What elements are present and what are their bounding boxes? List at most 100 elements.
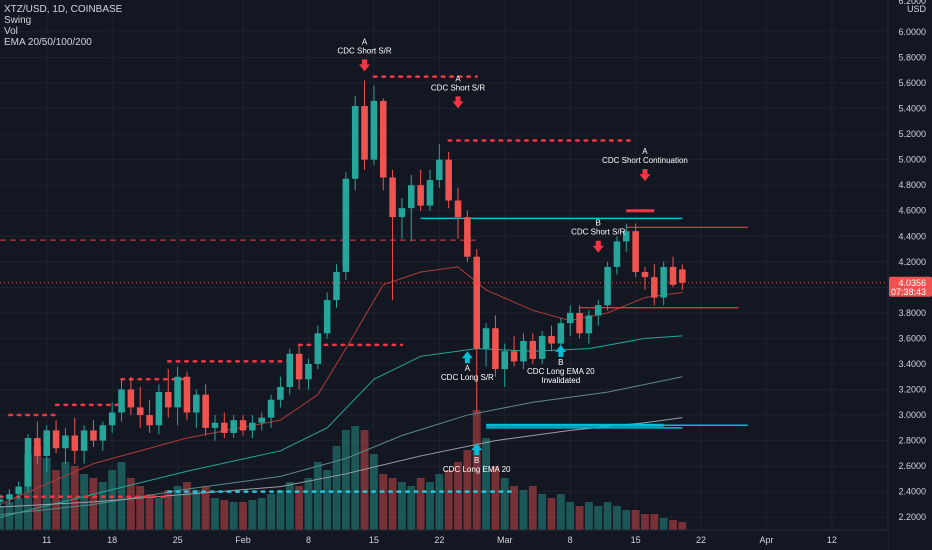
time-tick-6: 22 (434, 535, 444, 545)
price-tick-1: 2.4000 (898, 487, 926, 497)
indicator-ema[interactable]: EMA 20/50/100/200 (4, 37, 92, 48)
candle-body-9 (80, 430, 88, 451)
volume-bar-0 (0, 506, 4, 530)
candle-body-7 (62, 435, 69, 449)
candle-body-6 (52, 430, 60, 449)
candle-body-49 (454, 200, 462, 218)
legend: XTZ/USD, 1D, COINBASE Swing Vol EMA 20/5… (4, 4, 122, 48)
candle-body-40 (370, 100, 378, 160)
volume-bar-15 (136, 486, 145, 530)
candle-body-72 (669, 266, 677, 285)
candle-body-44 (408, 185, 415, 209)
candles (0, 80, 686, 508)
candle-body-21 (193, 394, 200, 413)
candle-body-46 (426, 180, 434, 206)
candle-body-29 (267, 399, 275, 418)
volume-bar-69 (641, 514, 649, 530)
volume-bar-71 (659, 518, 668, 530)
candle-body-37 (342, 178, 350, 273)
volume-bar-8 (70, 466, 79, 530)
volume-bar-31 (285, 482, 294, 530)
ema-line-3 (0, 376, 683, 516)
indicator-swing[interactable]: Swing (4, 15, 32, 26)
volume-bar-57 (528, 486, 537, 530)
candle-body-3 (24, 438, 32, 487)
volume-bar-16 (145, 494, 154, 530)
price-tick-top: 6.2000 (898, 0, 926, 6)
price-tick-2: 2.6000 (898, 461, 926, 471)
candle-body-50 (464, 217, 471, 257)
candle-body-36 (333, 272, 340, 301)
annotation-0-label-1: CDC Short S/R (337, 46, 391, 55)
candle-body-57 (529, 340, 537, 359)
volume-bar-53 (491, 466, 500, 530)
candle-body-2 (15, 486, 22, 495)
volume-bar-35 (323, 470, 332, 530)
candle-body-70 (651, 277, 658, 298)
candle-body-54 (501, 351, 509, 370)
volume-bar-2 (14, 498, 23, 530)
volume-bar-19 (173, 486, 182, 530)
price-tick-10: 4.2000 (898, 257, 926, 267)
price-tick-15: 5.2000 (898, 129, 926, 139)
last-price-value: 4.0356 (898, 278, 926, 288)
candle-body-8 (71, 435, 79, 451)
time-axis[interactable]: 11 18 25 Feb 8 15 22 Mar 8 15 22 Apr 12 (0, 529, 888, 550)
volume-bar-28 (257, 498, 266, 530)
candle-body-24 (221, 422, 228, 433)
volume-bar-14 (126, 478, 135, 530)
candle-body-67 (623, 231, 630, 242)
volume-bar-55 (510, 486, 519, 530)
symbol-title[interactable]: XTZ/USD, 1D, COINBASE (4, 4, 123, 15)
volume-bar-49 (454, 462, 462, 530)
candle-body-47 (436, 159, 443, 181)
volume-bar-27 (248, 500, 257, 530)
price-tick-3: 2.8000 (898, 436, 926, 446)
candle-body-4 (34, 438, 41, 456)
price-tick-14: 5.0000 (898, 155, 926, 165)
volume-bar-26 (239, 502, 247, 530)
time-tick-0: 11 (42, 535, 51, 545)
annotation-5-label-1: CDC Long EMA 20 (527, 367, 595, 376)
candle-body-15 (136, 407, 144, 416)
volume-bar-60 (556, 494, 565, 530)
candle-body-19 (174, 376, 181, 408)
candle-body-27 (249, 422, 256, 431)
volume-bar-66 (613, 506, 621, 530)
candle-body-66 (613, 241, 621, 267)
candle-body-62 (576, 312, 583, 334)
candle-body-32 (295, 353, 303, 380)
volume-bar-24 (220, 500, 229, 530)
volume-bar-56 (519, 490, 528, 530)
annotation-1-label-1: CDC Short S/R (431, 83, 485, 92)
candle-body-69 (641, 272, 649, 278)
candle-body-20 (183, 376, 191, 413)
volume-bar-45 (416, 478, 425, 530)
indicator-vol[interactable]: Vol (4, 26, 18, 37)
volume-bar-29 (267, 494, 275, 530)
candle-body-59 (548, 335, 555, 344)
volume-bar-32 (295, 486, 304, 530)
candle-body-5 (43, 430, 51, 456)
arrow-up-icon (471, 443, 483, 456)
grid (0, 0, 888, 530)
ema-line-2 (0, 335, 683, 518)
time-tick-9: 15 (631, 535, 641, 545)
volume-bar-36 (332, 446, 341, 530)
annotation-4-label-0: A (465, 364, 471, 373)
time-tick-12: 12 (827, 535, 837, 545)
volume-bar-20 (183, 482, 191, 530)
candle-body-39 (361, 106, 368, 160)
candle-body-52 (482, 328, 490, 349)
volume-bar-25 (229, 502, 238, 530)
volume-bar-1 (5, 502, 14, 530)
volume-bar-7 (61, 462, 70, 530)
price-tick-7: 3.6000 (898, 333, 926, 343)
volume-bar-54 (500, 478, 509, 530)
arrow-down-icon (639, 169, 651, 182)
candle-body-23 (211, 422, 219, 428)
